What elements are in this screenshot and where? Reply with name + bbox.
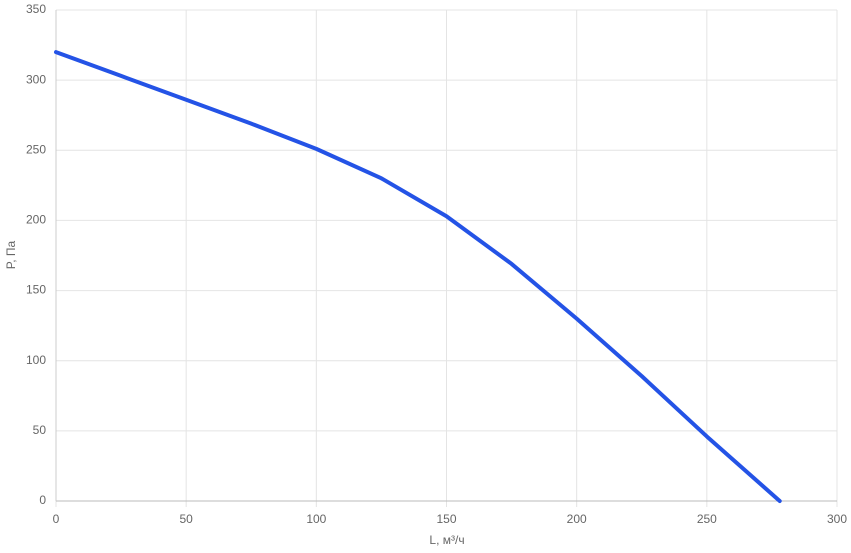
y-tick-label: 150 (26, 283, 46, 297)
x-tick-label: 150 (436, 512, 456, 526)
y-tick-label: 250 (26, 142, 46, 156)
x-tick-label: 0 (53, 512, 60, 526)
data-line (54, 50, 782, 503)
y-axis-title: P, Па (4, 240, 18, 269)
y-tick-label: 100 (26, 353, 46, 367)
x-tick-label: 250 (697, 512, 717, 526)
y-tick-label: 50 (33, 423, 47, 437)
x-tick-label: 200 (567, 512, 587, 526)
y-tick-label: 300 (26, 72, 46, 86)
x-axis-title: L, м³/ч (429, 533, 464, 547)
y-tick-label: 200 (26, 213, 46, 227)
y-tick-label: 350 (26, 2, 46, 16)
x-tick-label: 100 (306, 512, 326, 526)
x-tick-label: 50 (179, 512, 193, 526)
x-tick-label: 300 (827, 512, 847, 526)
y-tick-label: 0 (39, 493, 46, 507)
